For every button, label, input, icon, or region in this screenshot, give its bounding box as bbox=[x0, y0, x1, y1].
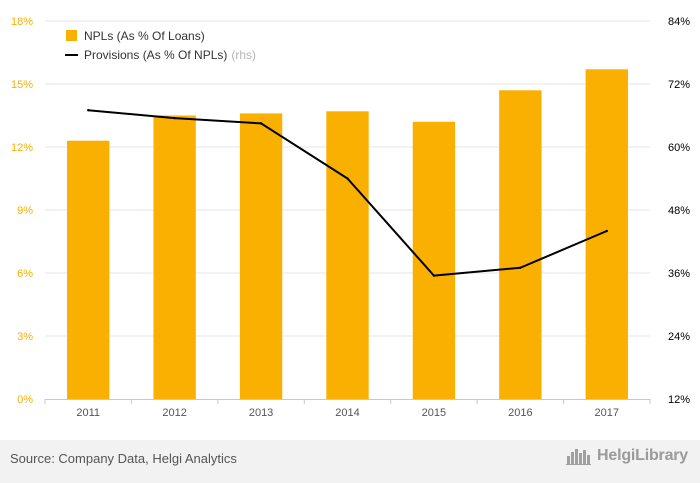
provisions-point bbox=[519, 266, 522, 269]
x-tick-label: 2012 bbox=[162, 407, 186, 419]
provisions-point bbox=[87, 109, 90, 112]
axes: 0% 12% 3% 24% 6% 36% 9% 48% 12% 60% 15% 72% 18% 84% 20… bbox=[11, 16, 690, 419]
right-tick-label: 36% bbox=[668, 268, 690, 280]
brand-name: HelgiLibrary bbox=[597, 447, 688, 464]
left-tick-label: 0% bbox=[17, 394, 33, 406]
left-tick-label: 9% bbox=[17, 205, 33, 217]
bar-npls bbox=[153, 115, 196, 399]
x-tick-label: 2011 bbox=[76, 407, 100, 419]
bar-npls bbox=[326, 111, 369, 400]
right-tick-label: 72% bbox=[668, 79, 690, 91]
left-tick-label: 6% bbox=[17, 268, 33, 280]
bar-npls bbox=[499, 90, 542, 400]
right-tick-label: 48% bbox=[668, 205, 690, 217]
right-tick-label: 60% bbox=[668, 142, 690, 154]
source-text: Source: Company Data, Helgi Analytics bbox=[10, 451, 237, 466]
x-tick-label: 2014 bbox=[335, 407, 359, 419]
provisions-point bbox=[346, 177, 349, 180]
right-tick-label: 84% bbox=[668, 16, 690, 28]
x-tick-label: 2015 bbox=[422, 407, 446, 419]
bars bbox=[67, 69, 628, 400]
left-tick-label: 15% bbox=[11, 79, 33, 91]
bar-npls bbox=[67, 140, 110, 399]
right-tick-label: 12% bbox=[668, 394, 690, 406]
left-tick-label: 18% bbox=[11, 16, 33, 28]
provisions-point bbox=[432, 274, 436, 277]
provisions-line-group bbox=[87, 109, 608, 277]
x-tick-label: 2013 bbox=[249, 407, 273, 419]
legend-swatch-npls bbox=[66, 30, 77, 41]
legend-label-provisions-text: Provisions (As % Of NPLs) bbox=[84, 48, 227, 62]
chart-svg: 0% 12% 3% 24% 6% 36% 9% 48% 12% 60% 15% 72% 18% 84% 20… bbox=[11, 16, 690, 419]
left-tick-label: 12% bbox=[11, 142, 33, 154]
bar-npls bbox=[585, 69, 628, 400]
brand-logo: HelgiLibrary bbox=[566, 447, 688, 465]
legend-label-provisions: Provisions (As % Of NPLs) (rhs) bbox=[84, 48, 256, 62]
legend-label-npls: NPLs (As % Of Loans) bbox=[84, 29, 205, 43]
provisions-point bbox=[259, 122, 263, 125]
right-tick-label: 24% bbox=[668, 331, 690, 343]
city-skyline-icon bbox=[566, 449, 592, 465]
left-tick-label: 3% bbox=[17, 331, 33, 343]
bar-npls bbox=[239, 113, 283, 400]
provisions-point bbox=[173, 116, 176, 120]
x-tick-label: 2017 bbox=[595, 407, 619, 419]
provisions-point bbox=[605, 229, 608, 233]
legend-label-provisions-suffix: (rhs) bbox=[231, 48, 256, 62]
x-tick-label: 2016 bbox=[508, 407, 532, 419]
legend: NPLs (As % Of Loans) Provisions (As % Of… bbox=[65, 29, 256, 62]
